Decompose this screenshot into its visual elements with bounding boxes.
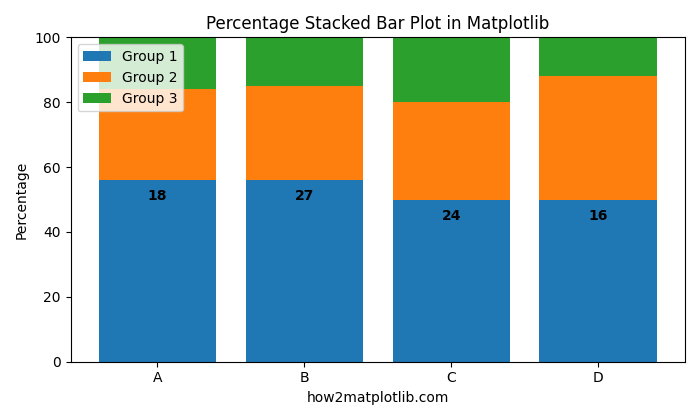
X-axis label: how2matplotlib.com: how2matplotlib.com [307,391,449,405]
Y-axis label: Percentage: Percentage [15,160,29,239]
Bar [393,37,510,102]
Text: 18: 18 [148,189,167,203]
Bar [99,180,216,362]
Text: 16: 16 [589,209,608,223]
Legend: Group 1, Group 2, Group 3: Group 1, Group 2, Group 3 [78,44,183,111]
Bar [540,37,657,76]
Bar [393,200,510,362]
Bar [246,180,363,362]
Bar [540,200,657,362]
Text: 24: 24 [442,209,461,223]
Bar [540,76,657,200]
Title: Percentage Stacked Bar Plot in Matplotlib: Percentage Stacked Bar Plot in Matplotli… [206,15,550,33]
Text: 27: 27 [295,189,314,203]
Bar [246,37,363,86]
Bar [246,86,363,180]
Bar [393,102,510,200]
Bar [99,37,216,89]
Bar [99,89,216,180]
